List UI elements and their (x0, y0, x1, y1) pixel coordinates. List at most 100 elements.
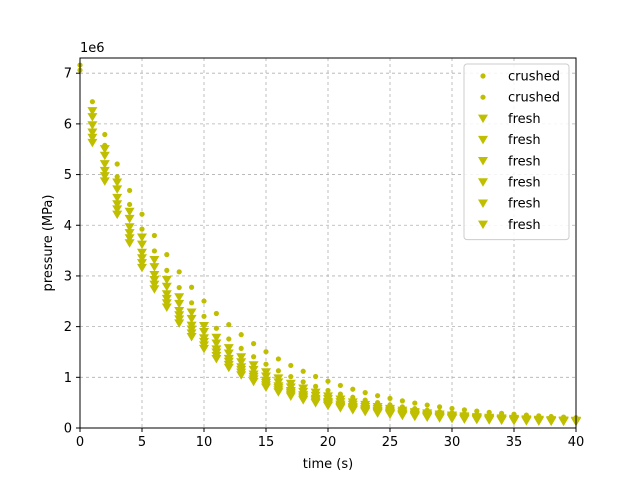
legend-box (463, 63, 570, 241)
data-point-fresh (459, 415, 470, 424)
x-axis-label: time (s) (303, 457, 353, 472)
data-point-fresh (248, 377, 259, 387)
legend-label: fresh (508, 133, 541, 148)
data-point-fresh (149, 256, 160, 265)
legend-marker (478, 157, 488, 166)
legend-marker (478, 178, 488, 187)
data-point-fresh (261, 372, 271, 382)
data-point-fresh (137, 240, 147, 250)
x-tick-label: 15 (258, 435, 275, 450)
data-point-crushed (399, 398, 405, 404)
data-point-fresh (248, 361, 259, 370)
x-tick-label: 5 (138, 435, 146, 450)
data-point-crushed (238, 345, 244, 352)
data-point-crushed (461, 407, 467, 413)
data-point-fresh (124, 214, 135, 224)
data-point-crushed (424, 402, 430, 408)
x-tick-label: 0 (76, 435, 84, 450)
data-point-fresh (236, 371, 247, 380)
data-point-fresh (199, 321, 209, 331)
data-point-fresh (397, 411, 408, 421)
data-point-fresh (533, 417, 544, 426)
legend-marker (478, 135, 488, 145)
x-tick-label: 35 (506, 435, 523, 450)
data-point-fresh (112, 210, 123, 220)
legend-label: fresh (508, 112, 541, 127)
data-point-fresh (87, 113, 98, 122)
data-point-fresh (360, 407, 371, 417)
y-tick-label: 5 (64, 168, 72, 183)
data-point-fresh (112, 178, 123, 187)
data-point-fresh (124, 239, 135, 248)
data-point-crushed (176, 284, 182, 291)
axis-ticks: 0 5 10 15 20 25 30 35 40 0 1 2 3 4 5 6 7 (64, 67, 585, 450)
data-point-fresh (174, 293, 185, 302)
data-point-crushed (300, 368, 306, 374)
data-point-fresh (87, 138, 98, 148)
data-point-fresh (558, 417, 569, 427)
y-tick-label: 1 (64, 371, 72, 386)
data-point-crushed (226, 336, 232, 342)
data-point-fresh (223, 349, 234, 358)
data-point-fresh (347, 406, 358, 415)
data-point-fresh (87, 121, 98, 130)
legend-label: crushed (508, 70, 560, 85)
data-point-fresh (186, 308, 197, 318)
data-point-crushed (337, 382, 343, 389)
data-point-crushed (275, 356, 281, 362)
data-point-fresh (323, 401, 333, 411)
data-point-fresh (149, 263, 160, 272)
data-point-crushed (139, 226, 145, 232)
data-point-crushed (89, 99, 95, 105)
y-tick-label: 6 (64, 117, 72, 132)
data-point-fresh (149, 285, 160, 294)
legend-marker (478, 220, 488, 230)
data-point-fresh (137, 259, 147, 268)
data-point-fresh (261, 368, 271, 377)
y-tick-label: 4 (64, 219, 72, 234)
data-point-fresh (261, 383, 271, 392)
data-point-fresh (161, 299, 172, 308)
data-point-fresh (298, 396, 309, 405)
data-point-crushed (474, 408, 480, 414)
data-point-fresh (211, 339, 222, 348)
data-point-fresh (161, 294, 172, 304)
data-point-fresh (87, 107, 98, 116)
data-point-fresh (99, 172, 110, 181)
data-point-crushed (325, 387, 331, 394)
data-point-crushed (114, 174, 120, 180)
y-tick-label: 7 (64, 67, 72, 82)
data-point-crushed (251, 354, 257, 360)
legend-marker (480, 73, 486, 79)
data-point-fresh (199, 344, 209, 354)
data-point-fresh (223, 344, 234, 353)
data-point-crushed (263, 349, 269, 355)
data-point-fresh (137, 233, 147, 242)
data-point-fresh (236, 358, 247, 367)
data-point-fresh (521, 417, 532, 426)
data-point-crushed (275, 368, 281, 374)
data-point-fresh (285, 392, 296, 401)
data-point-fresh (422, 413, 433, 423)
data-point-crushed (189, 300, 195, 306)
data-point-fresh (112, 193, 123, 203)
data-point-crushed (151, 248, 157, 254)
data-point-fresh (509, 416, 519, 426)
data-point-fresh (447, 414, 457, 424)
data-point-fresh (211, 333, 222, 343)
legend-marker (478, 199, 488, 208)
data-point-crushed (164, 267, 170, 273)
data-point-fresh (137, 248, 147, 258)
data-point-fresh (112, 185, 123, 194)
legend-label: fresh (508, 154, 541, 169)
data-point-fresh (124, 234, 135, 243)
data-point-crushed (337, 391, 343, 397)
legend-label: crushed (508, 91, 560, 106)
data-point-fresh (99, 160, 110, 169)
data-point-fresh (87, 133, 98, 143)
data-point-crushed (151, 232, 157, 239)
data-point-fresh (99, 151, 110, 161)
x-tick-label: 20 (320, 435, 337, 450)
